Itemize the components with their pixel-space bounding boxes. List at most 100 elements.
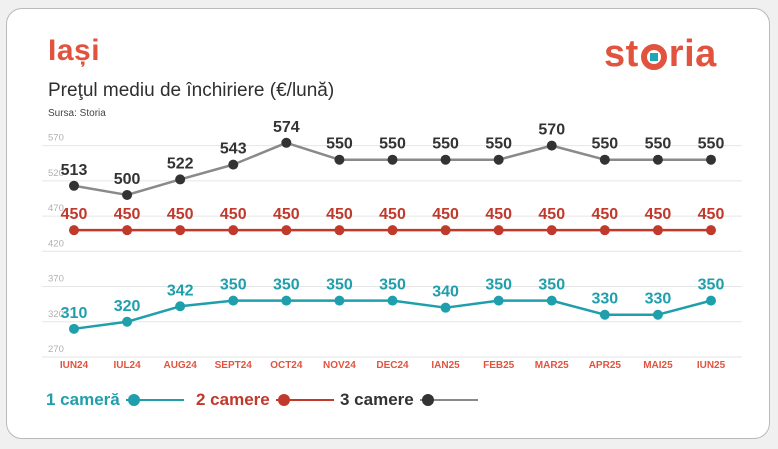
data-point bbox=[175, 225, 186, 236]
data-point bbox=[387, 154, 398, 165]
legend-line bbox=[125, 394, 184, 406]
data-label: 550 bbox=[591, 136, 618, 153]
data-point bbox=[440, 302, 451, 313]
data-point bbox=[281, 295, 292, 306]
data-point bbox=[69, 180, 79, 191]
data-point bbox=[228, 159, 239, 170]
data-point bbox=[546, 140, 557, 151]
logo-text-start: st bbox=[604, 33, 639, 75]
data-point bbox=[440, 154, 451, 165]
data-point bbox=[706, 154, 716, 165]
legend-item: 3 camere bbox=[340, 390, 478, 410]
data-point bbox=[652, 154, 663, 165]
legend-label: 1 cameră bbox=[46, 390, 120, 409]
city-title: Iași bbox=[48, 34, 101, 67]
source-note: Sursa: Storia bbox=[48, 108, 106, 119]
x-tick-label: DEC24 bbox=[376, 360, 409, 371]
x-tick-label: AUG24 bbox=[163, 360, 197, 371]
data-label: 350 bbox=[698, 277, 725, 294]
legend-dot-icon bbox=[421, 394, 434, 406]
legend-dot-icon bbox=[277, 394, 290, 406]
data-label: 500 bbox=[114, 171, 141, 188]
data-label: 570 bbox=[538, 122, 565, 139]
data-label: 320 bbox=[114, 298, 141, 315]
x-tick-label: IUN25 bbox=[697, 360, 726, 371]
data-label: 350 bbox=[485, 277, 512, 294]
data-point bbox=[599, 154, 610, 165]
legend-label: 3 camere bbox=[340, 390, 414, 409]
x-tick-label: MAI25 bbox=[643, 360, 673, 371]
legend-line bbox=[419, 394, 478, 406]
x-tick-label: APR25 bbox=[589, 360, 622, 371]
data-label: 450 bbox=[114, 206, 141, 223]
data-label: 350 bbox=[273, 277, 300, 294]
chart-subtitle: Preţul mediu de închiriere (€/lună) bbox=[48, 80, 335, 101]
x-tick-label: IUL24 bbox=[113, 360, 141, 371]
y-tick-label: 570 bbox=[48, 133, 64, 144]
data-point bbox=[69, 225, 79, 236]
data-label: 550 bbox=[326, 136, 353, 153]
data-label: 310 bbox=[61, 305, 88, 322]
data-label: 330 bbox=[591, 291, 618, 308]
data-point bbox=[599, 225, 610, 236]
y-tick-label: 270 bbox=[48, 344, 64, 355]
y-tick-label: 520 bbox=[48, 168, 64, 179]
data-label: 522 bbox=[167, 155, 194, 172]
legend: 1 cameră 2 camere 3 camere bbox=[0, 390, 778, 420]
data-point bbox=[122, 225, 133, 236]
data-point bbox=[122, 189, 133, 200]
data-label: 450 bbox=[379, 206, 406, 223]
data-point bbox=[334, 225, 345, 236]
data-point bbox=[652, 309, 663, 320]
data-label: 450 bbox=[432, 206, 459, 223]
data-label: 450 bbox=[698, 206, 725, 223]
data-point bbox=[493, 295, 504, 306]
legend-dot-icon bbox=[127, 394, 140, 406]
data-point bbox=[69, 323, 79, 334]
x-tick-label: OCT24 bbox=[270, 360, 303, 371]
data-label: 350 bbox=[379, 277, 406, 294]
data-point bbox=[281, 225, 292, 236]
logo-o-icon bbox=[640, 44, 667, 70]
data-label: 543 bbox=[220, 141, 247, 158]
data-point bbox=[228, 225, 239, 236]
x-tick-label: MAR25 bbox=[535, 360, 569, 371]
data-label: 330 bbox=[645, 291, 672, 308]
data-point bbox=[122, 316, 133, 327]
x-tick-label: FEB25 bbox=[483, 360, 515, 371]
data-label: 450 bbox=[220, 206, 247, 223]
data-point bbox=[440, 225, 451, 236]
data-point bbox=[546, 225, 557, 236]
data-point bbox=[493, 154, 504, 165]
data-point bbox=[334, 295, 345, 306]
data-label: 450 bbox=[273, 206, 300, 223]
data-label: 574 bbox=[273, 119, 300, 136]
data-point bbox=[387, 225, 398, 236]
y-tick-label: 370 bbox=[48, 274, 64, 285]
data-label: 350 bbox=[220, 277, 247, 294]
data-label: 550 bbox=[432, 136, 459, 153]
data-label: 350 bbox=[538, 277, 565, 294]
x-tick-label: SEPT24 bbox=[215, 360, 253, 371]
data-point bbox=[599, 309, 610, 320]
y-tick-label: 320 bbox=[48, 309, 64, 320]
legend-line bbox=[275, 394, 334, 406]
storia-logo: st ria bbox=[604, 34, 717, 74]
legend-item: 2 camere bbox=[196, 390, 334, 410]
x-tick-label: IAN25 bbox=[431, 360, 460, 371]
logo-text-end: ria bbox=[668, 33, 717, 75]
data-label: 550 bbox=[645, 136, 672, 153]
legend-item: 1 cameră bbox=[46, 390, 184, 410]
data-point bbox=[546, 295, 557, 306]
data-label: 350 bbox=[326, 277, 353, 294]
data-label: 450 bbox=[591, 206, 618, 223]
y-tick-label: 470 bbox=[48, 203, 64, 214]
data-point bbox=[334, 154, 345, 165]
data-point bbox=[706, 295, 716, 306]
data-label: 340 bbox=[432, 284, 459, 301]
data-label: 450 bbox=[485, 206, 512, 223]
data-point bbox=[387, 295, 398, 306]
data-label: 342 bbox=[167, 282, 194, 299]
data-label: 450 bbox=[538, 206, 565, 223]
